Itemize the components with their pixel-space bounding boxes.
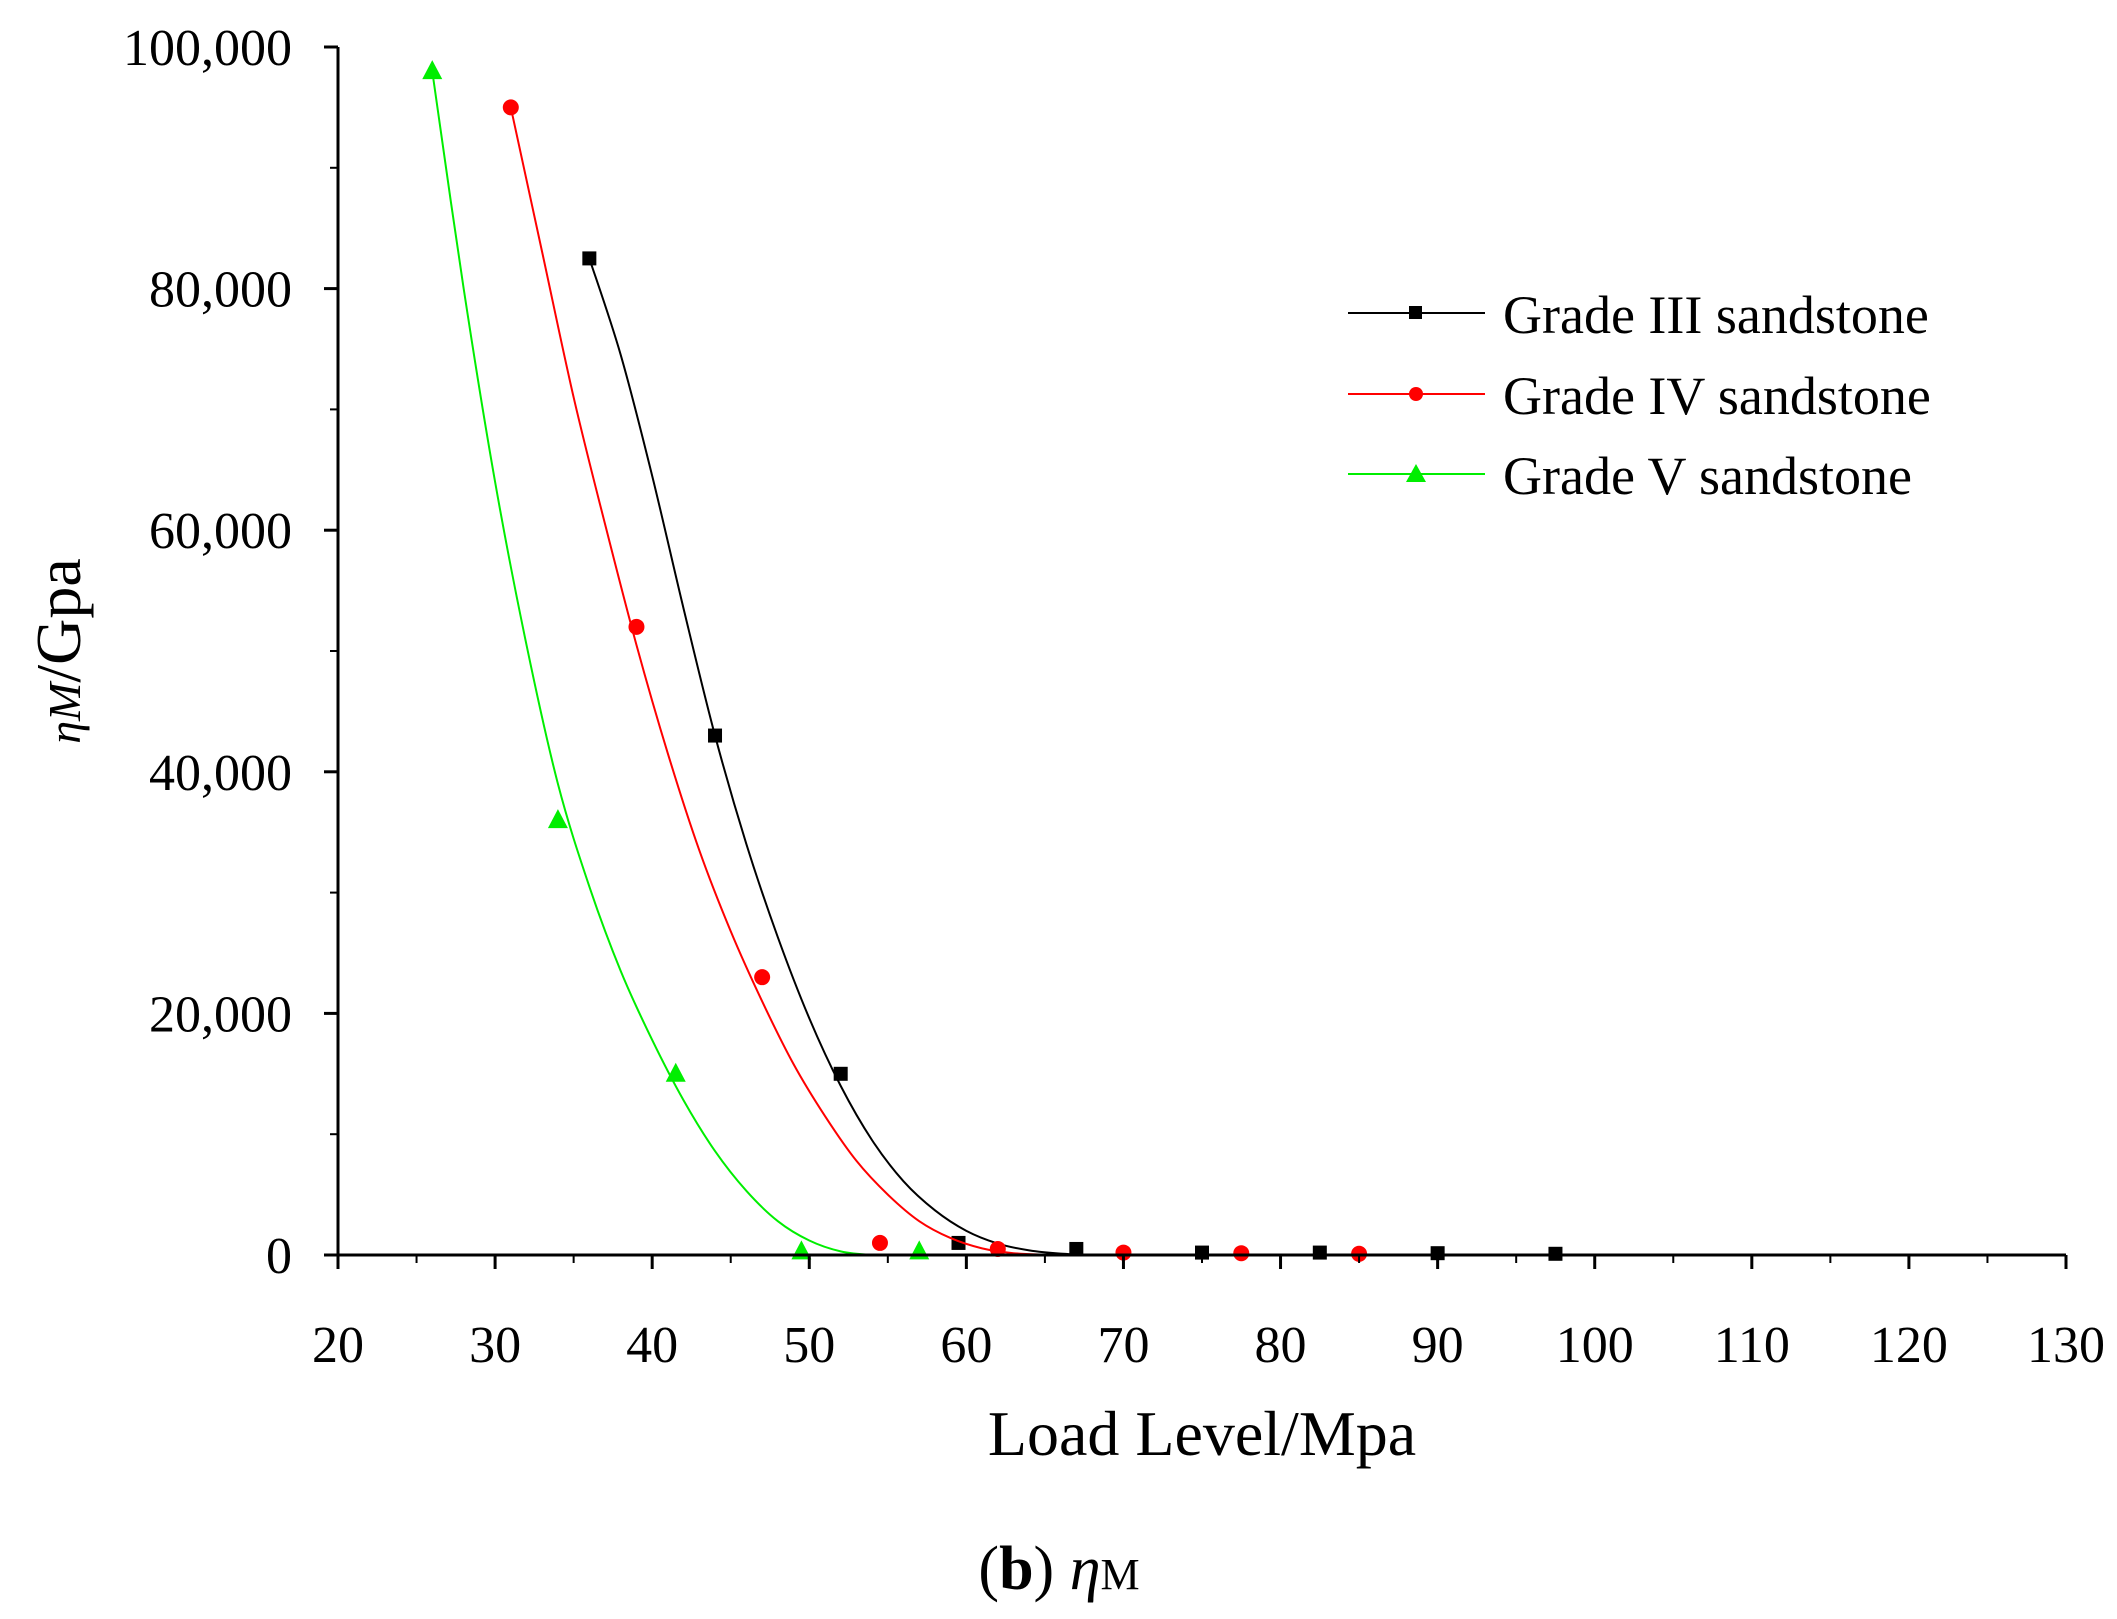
series-1-point [833, 1066, 848, 1081]
caption-letter: ( [978, 1535, 999, 1603]
series-1-point [708, 728, 723, 743]
caption-subscript: M [1100, 1550, 1139, 1599]
x-tick-label: 80 [1255, 1317, 1307, 1374]
series-2-point [1115, 1244, 1132, 1261]
series-2-point [871, 1234, 888, 1251]
series-3-point [547, 809, 568, 829]
legend-marker-grade-iv [1409, 387, 1423, 401]
y-axis-title: ηM/Gpa [23, 558, 94, 744]
legend-item-grade-v: Grade V sandstone [1348, 446, 1912, 506]
y-axis-title-symbol: ηM [39, 680, 90, 744]
x-tick-label: 30 [469, 1317, 521, 1374]
y-tick-label: 20,000 [149, 986, 292, 1043]
x-tick-label: 130 [2027, 1317, 2105, 1374]
series-1-fit-line [588, 258, 1155, 1256]
legend-item-grade-iv: Grade IV sandstone [1348, 366, 1931, 426]
series-3-point [909, 1240, 930, 1260]
axis-ticks: 20 30 40 50 60 70 80 90 100 110 120 130 0 20,000 40,00… [123, 20, 2105, 1374]
figure-caption: (b) ηM [978, 1535, 1139, 1603]
caption-symbol: η [1070, 1535, 1101, 1603]
x-tick-label: 40 [626, 1317, 678, 1374]
x-tick-label: 90 [1412, 1317, 1464, 1374]
series-2-point [754, 969, 771, 986]
y-tick-label: 40,000 [149, 745, 292, 802]
legend-marker-grade-v [1406, 464, 1426, 482]
legend: Grade III sandstone Grade IV sandstone G… [1348, 285, 1931, 506]
x-tick-label: 60 [940, 1317, 992, 1374]
y-axis-title-unit: /Gpa [23, 558, 94, 682]
series-3-point [422, 60, 443, 80]
series-2-point [628, 618, 645, 635]
y-tick-label: 60,000 [149, 503, 292, 560]
caption-letter-b: b [999, 1535, 1033, 1603]
series-1-point [1312, 1245, 1327, 1260]
series-2-point [989, 1240, 1006, 1257]
legend-item-grade-iii: Grade III sandstone [1348, 285, 1929, 345]
series-2-fit-line [509, 107, 1360, 1257]
plot-area [422, 60, 1563, 1262]
x-tick-label: 70 [1097, 1317, 1149, 1374]
series-3-point [665, 1062, 686, 1082]
series-2-point [502, 99, 519, 116]
x-tick-label: 110 [1714, 1317, 1790, 1374]
x-tick-label: 100 [1556, 1317, 1634, 1374]
y-tick-label: 80,000 [149, 262, 292, 319]
x-tick-label: 120 [1870, 1317, 1948, 1374]
series-2-point [1233, 1245, 1250, 1262]
y-tick-label: 100,000 [123, 20, 292, 77]
legend-label-grade-iii: Grade III sandstone [1503, 285, 1929, 345]
legend-marker-grade-iii [1409, 306, 1422, 319]
legend-label-grade-iv: Grade IV sandstone [1503, 366, 1931, 426]
series-1-point [582, 251, 597, 266]
series-3-fit-line [431, 71, 935, 1257]
series-1-point [1069, 1241, 1084, 1256]
legend-label-grade-v: Grade V sandstone [1503, 446, 1912, 506]
x-tick-label: 50 [783, 1317, 835, 1374]
series-1-point [1430, 1246, 1445, 1261]
y-tick-label: 0 [266, 1228, 292, 1285]
x-tick-label: 20 [312, 1317, 364, 1374]
x-axis-title: Load Level/Mpa [988, 1398, 1416, 1469]
